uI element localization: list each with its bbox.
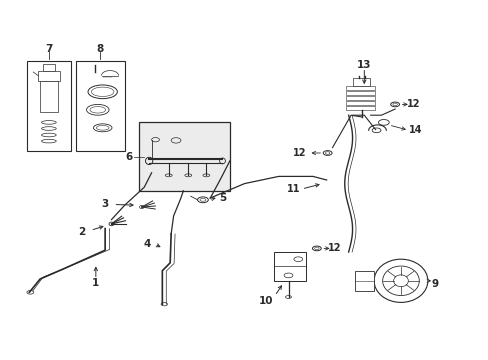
Bar — [38, 71, 60, 81]
Bar — [354, 271, 373, 291]
Bar — [139, 122, 229, 191]
Text: 12: 12 — [327, 243, 341, 253]
Text: 11: 11 — [286, 184, 300, 194]
Bar — [346, 91, 374, 95]
Bar — [42, 64, 55, 71]
Text: 5: 5 — [219, 193, 225, 203]
Bar — [27, 61, 71, 151]
Bar — [346, 86, 374, 90]
Text: 12: 12 — [292, 148, 306, 158]
Bar — [346, 106, 374, 110]
Text: 4: 4 — [142, 239, 150, 249]
Text: 9: 9 — [431, 279, 438, 289]
Text: 10: 10 — [259, 296, 273, 306]
Text: 13: 13 — [356, 60, 371, 70]
Text: 7: 7 — [45, 44, 53, 54]
Text: 14: 14 — [408, 125, 422, 135]
Bar — [346, 101, 374, 105]
Text: 12: 12 — [406, 99, 419, 109]
Text: 6: 6 — [125, 152, 133, 162]
Bar — [40, 81, 58, 112]
Bar — [273, 252, 305, 281]
Text: 3: 3 — [102, 199, 108, 210]
Bar — [76, 61, 124, 151]
Text: 2: 2 — [79, 227, 85, 237]
Bar — [352, 78, 369, 86]
Text: 8: 8 — [97, 44, 103, 54]
Bar — [346, 96, 374, 100]
Text: 1: 1 — [92, 278, 99, 288]
